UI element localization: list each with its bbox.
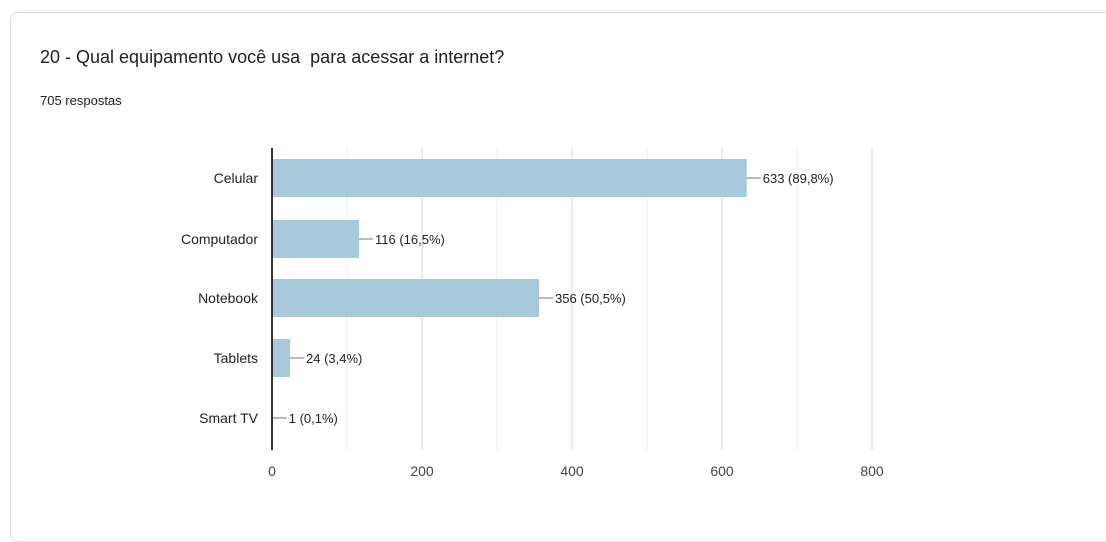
data-label: 633 (89,8%) — [763, 171, 834, 186]
data-label: 356 (50,5%) — [555, 291, 626, 306]
x-tick-label: 200 — [410, 463, 434, 479]
category-label: Smart TV — [199, 410, 259, 426]
data-label: 1 (0,1%) — [289, 411, 338, 426]
question-title: 20 - Qual equipamento você usa para aces… — [40, 47, 505, 67]
bar-celular[interactable] — [272, 159, 747, 197]
category-label: Notebook — [198, 290, 259, 306]
bar-notebook[interactable] — [272, 279, 539, 317]
question-card — [10, 12, 1106, 542]
bar-tablets[interactable] — [272, 339, 290, 377]
category-label: Celular — [214, 170, 259, 186]
data-label: 24 (3,4%) — [306, 351, 362, 366]
x-tick-label: 800 — [860, 463, 884, 479]
x-tick-label: 0 — [268, 463, 276, 479]
x-tick-label: 600 — [710, 463, 734, 479]
data-label: 116 (16,5%) — [375, 232, 445, 247]
category-label: Computador — [181, 231, 258, 247]
x-tick-label: 400 — [560, 463, 584, 479]
response-count: 705 respostas — [40, 93, 122, 108]
bar-computador[interactable] — [272, 220, 359, 258]
category-label: Tablets — [214, 350, 258, 366]
